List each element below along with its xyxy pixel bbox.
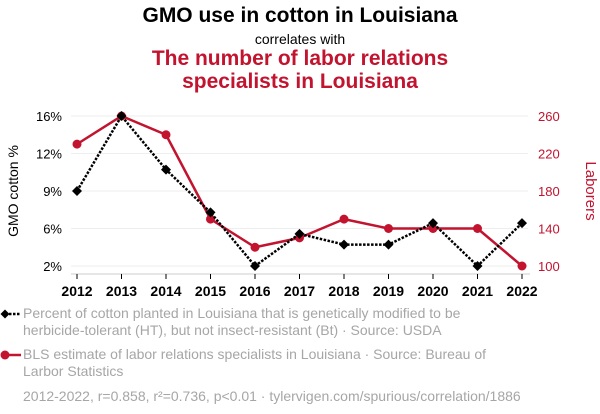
series-gmo-point (294, 228, 305, 239)
y-left-tick-label: 2% (43, 259, 62, 274)
y-right-tick-label: 140 (538, 222, 560, 237)
chart-title-secondary-text: The number of labor relations specialist… (151, 47, 449, 93)
x-tick-label: 2015 (195, 283, 226, 299)
series-gmo-point (472, 261, 483, 271)
series-laborers-point (428, 224, 438, 233)
y-right-axis-title: Laborers (582, 161, 599, 220)
x-tick-label: 2016 (239, 283, 270, 299)
x-tick-label: 2019 (373, 283, 404, 299)
legend-laborers-icon (0, 350, 21, 360)
series-gmo-point (250, 261, 260, 271)
chart-title-secondary: The number of labor relations specialist… (0, 47, 600, 93)
series-gmo-point (383, 239, 394, 250)
y-right-tick-label: 100 (538, 259, 560, 274)
legend-laborers-text: BLS estimate of labor relations speciali… (23, 346, 487, 379)
series-laborers-point (339, 214, 349, 224)
series-gmo-point (205, 207, 216, 218)
series-gmo-point (72, 186, 82, 196)
y-right-tick-label: 260 (538, 109, 560, 124)
x-tick-label: 2017 (284, 283, 315, 299)
y-left-tick-label: 9% (43, 184, 62, 199)
series-gmo-line (75, 113, 523, 268)
series-laborers-point (206, 214, 215, 224)
y-right-tick-label: 220 (538, 147, 560, 162)
series-gmo-point (161, 164, 171, 175)
x-tick-label: 2014 (150, 283, 181, 299)
x-tick-label: 2022 (506, 283, 537, 299)
series-laborers-point (161, 130, 171, 140)
y-left-tick-label: 16% (36, 109, 62, 124)
series-laborers-point (517, 261, 527, 271)
series-laborers-point (473, 224, 482, 233)
series-gmo-point (116, 111, 127, 121)
chart-title: GMO use in cotton in Louisiana (142, 4, 458, 27)
gridlines (71, 115, 528, 267)
series-laborers-point (72, 139, 82, 149)
x-tick-label: 2020 (417, 283, 448, 299)
series-layer (72, 111, 527, 271)
x-tick-label: 2012 (61, 283, 92, 299)
series-laborers-point (250, 242, 260, 252)
series-gmo-point (428, 218, 438, 229)
series-laborers-point (384, 224, 393, 233)
chart-subtitle: correlates with (254, 31, 346, 47)
axes: 16% 12% 9% 6% 2% 260 220 180 140 100 2012 2013 2014 2… (5, 109, 599, 299)
x-tick-label: 2013 (106, 283, 137, 299)
footer-stats: 2012-2022, r=0.858, r²=0.736, p<0.01 · t… (23, 388, 521, 404)
series-gmo-point (517, 218, 527, 229)
x-tick-label: 2018 (328, 283, 359, 299)
y-left-tick-label: 12% (36, 147, 62, 162)
legend-gmo-text: Percent of cotton planted in Louisiana t… (23, 305, 461, 338)
legend-gmo-icon (0, 309, 21, 319)
x-tick-label: 2021 (462, 283, 493, 299)
series-gmo-point (339, 239, 349, 250)
y-left-axis-title: GMO cotton % (5, 145, 21, 237)
y-left-tick-label: 6% (43, 222, 62, 237)
y-right-tick-label: 180 (538, 184, 560, 199)
